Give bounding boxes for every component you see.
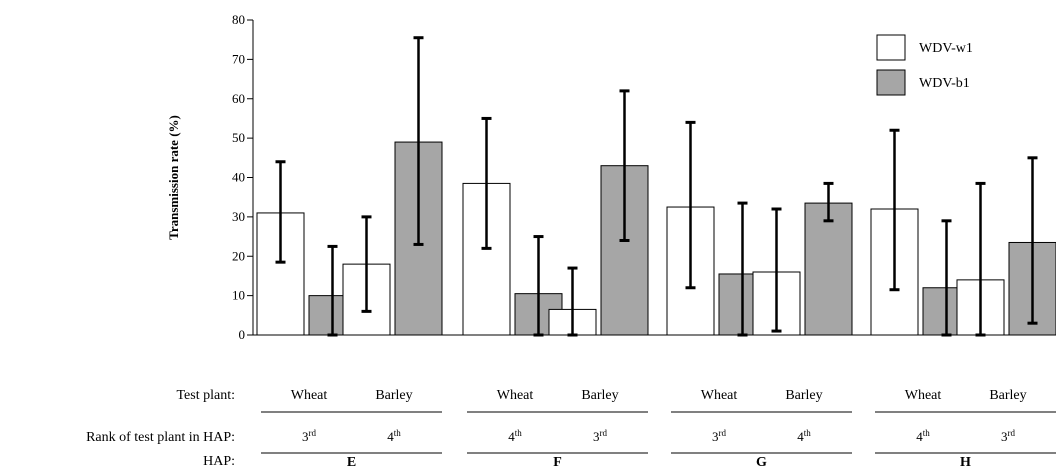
- rank-label: 3rd: [593, 428, 607, 444]
- rank-label: 4th: [508, 428, 522, 444]
- legend-label: WDV-w1: [919, 41, 973, 56]
- row-label-rank: Rank of test plant in HAP:: [86, 430, 235, 445]
- row-label-test-plant: Test plant:: [176, 388, 235, 403]
- y-tick-label: 80: [232, 12, 245, 27]
- test-plant-label: Barley: [581, 388, 618, 403]
- bar: [804, 202, 853, 336]
- rank-label: 3rd: [302, 428, 316, 444]
- y-tick-label: 30: [232, 209, 245, 224]
- test-plant-label: Barley: [785, 388, 822, 403]
- hap-label: H: [960, 455, 971, 468]
- hap-label: E: [347, 455, 356, 468]
- y-tick-label: 0: [239, 327, 246, 342]
- test-plant-label: Wheat: [701, 388, 738, 403]
- hap-label: F: [553, 455, 562, 468]
- rank-label: 3rd: [1001, 428, 1015, 444]
- rank-label: 3rd: [712, 428, 726, 444]
- y-tick-label: 60: [232, 91, 245, 106]
- rank-label: 4th: [797, 428, 811, 444]
- y-tick-label: 40: [232, 170, 245, 185]
- hap-label: G: [756, 455, 767, 468]
- y-tick-label: 10: [232, 288, 245, 303]
- y-tick-label: 20: [232, 248, 245, 263]
- test-plant-label: Wheat: [905, 388, 942, 403]
- rank-label: 4th: [916, 428, 930, 444]
- test-plant-label: Barley: [375, 388, 412, 403]
- legend-swatch: [876, 69, 906, 96]
- test-plant-label: Wheat: [497, 388, 534, 403]
- row-label-hap: HAP:: [203, 454, 235, 468]
- y-tick-label: 70: [232, 51, 245, 66]
- y-axis-title: Transmission rate (%): [166, 115, 181, 240]
- legend-swatch: [876, 34, 906, 61]
- legend-label: WDV-b1: [919, 76, 970, 91]
- test-plant-label: Barley: [989, 388, 1026, 403]
- test-plant-label: Wheat: [291, 388, 328, 403]
- rank-label: 4th: [387, 428, 401, 444]
- y-tick-label: 50: [232, 130, 245, 145]
